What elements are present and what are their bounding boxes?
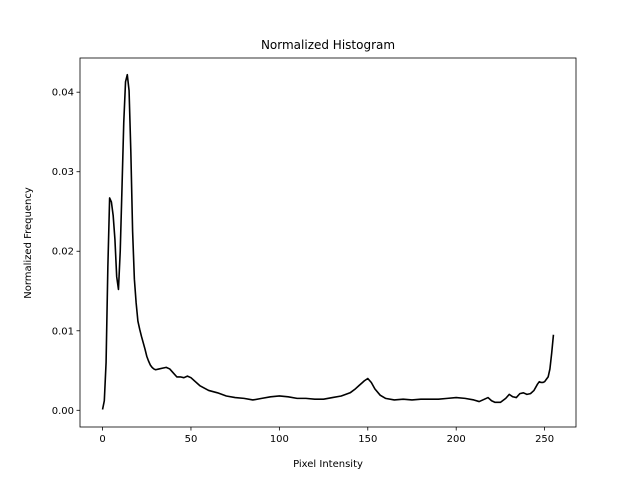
y-tick-label: 0.01 <box>52 326 74 337</box>
plot-content <box>101 73 555 410</box>
x-tick-label: 0 <box>99 434 105 445</box>
y-axis: 0.00 0.01 0.02 0.03 0.04 <box>52 88 80 417</box>
x-tick-label: 100 <box>270 434 289 445</box>
y-axis-label: Normalized Frequency <box>23 187 34 299</box>
y-tick-label: 0.03 <box>52 167 74 178</box>
y-tick-label: 0.02 <box>52 247 74 258</box>
x-axis: 0 50 100 150 200 250 <box>99 427 554 445</box>
x-tick-label: 250 <box>535 434 554 445</box>
x-tick-label: 50 <box>185 434 198 445</box>
x-tick-label: 200 <box>447 434 466 445</box>
series-line-0 <box>101 73 555 410</box>
x-tick-label: 150 <box>358 434 377 445</box>
y-tick-label: 0.00 <box>52 406 74 417</box>
chart-title: Normalized Histogram <box>261 38 395 52</box>
plot-frame <box>79 57 577 428</box>
y-tick-label: 0.04 <box>52 88 74 99</box>
x-axis-label: Pixel Intensity <box>293 459 363 470</box>
